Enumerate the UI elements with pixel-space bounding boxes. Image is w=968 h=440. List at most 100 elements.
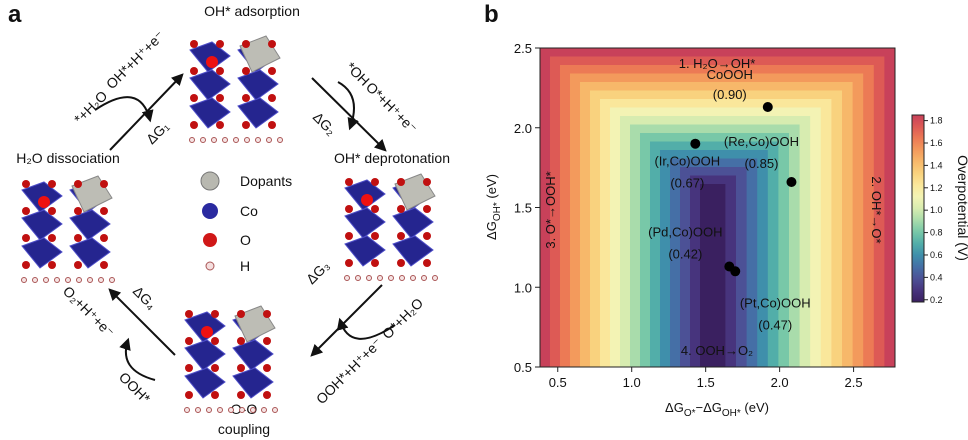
o-atom <box>268 94 276 102</box>
h-atom <box>44 278 49 283</box>
o-atom <box>190 121 198 129</box>
y-tick-label: 1.0 <box>514 280 532 295</box>
o-atom <box>345 205 353 213</box>
point-value-label: (0.90) <box>713 87 747 102</box>
colorbar-label: Overpotential (V) <box>955 155 968 261</box>
o-atom <box>22 261 30 269</box>
h-atom <box>251 408 256 413</box>
x-tick-label: 2.5 <box>845 375 863 390</box>
dopant-site <box>38 196 50 208</box>
data-point <box>786 177 796 187</box>
legend-atom <box>202 203 218 219</box>
o-atom <box>216 67 224 75</box>
o-atom <box>242 121 250 129</box>
h-atom <box>77 278 82 283</box>
crystal <box>345 174 438 281</box>
figure: a OH* adsorption H₂O dissociation OH* de… <box>0 0 968 440</box>
colorbar-tick-label: 0.8 <box>930 228 943 238</box>
o-atom <box>100 180 108 188</box>
y-tick-label: 2.5 <box>514 41 532 56</box>
o-atom <box>268 121 276 129</box>
o-atom <box>190 67 198 75</box>
step-label: H₂O dissociation <box>16 150 119 166</box>
map-band <box>700 184 725 367</box>
h-atom <box>196 408 201 413</box>
point-value-label: (0.47) <box>758 317 792 332</box>
o-atom <box>397 205 405 213</box>
point-label: CoOOH <box>707 67 753 82</box>
h-atom <box>433 276 438 281</box>
o-atom <box>423 205 431 213</box>
o-atom <box>185 364 193 372</box>
o-atom <box>22 234 30 242</box>
x-tick-label: 2.0 <box>771 375 789 390</box>
o-atom <box>263 337 271 345</box>
reaction-text: OH*+H⁺+e⁻ <box>103 27 168 92</box>
h-atom <box>356 276 361 281</box>
o-atom <box>268 40 276 48</box>
h-atom <box>345 276 350 281</box>
h-atom <box>185 408 190 413</box>
step-label: OH* adsorption <box>204 3 300 19</box>
colorbar-tick-label: 1.4 <box>930 160 943 170</box>
data-point <box>690 139 700 149</box>
legend-atom <box>201 172 219 190</box>
o-atom <box>48 234 56 242</box>
delta-g: ΔG₂ <box>310 109 339 138</box>
h-atom <box>229 408 234 413</box>
point-label: (Pt,Co)OOH <box>740 295 811 310</box>
delta-g: ΔG₄ <box>130 283 160 313</box>
h-atom <box>256 138 261 143</box>
o-atom <box>190 40 198 48</box>
colorbar-tick-label: 1.6 <box>930 138 943 148</box>
dopant-site <box>206 56 218 68</box>
colorbar-tick-label: 1.0 <box>930 205 943 215</box>
legend-label: Dopants <box>240 173 292 189</box>
o-atom <box>48 207 56 215</box>
crystal <box>22 176 115 283</box>
o-atom <box>345 232 353 240</box>
h-atom <box>207 408 212 413</box>
h-atom <box>267 138 272 143</box>
o-atom <box>242 40 250 48</box>
h-atom <box>389 276 394 281</box>
region-annotation: 2. OH*→O* <box>869 176 884 243</box>
o-atom <box>211 391 219 399</box>
h-atom <box>262 408 267 413</box>
o-atom <box>216 40 224 48</box>
o-atom <box>237 310 245 318</box>
o-atom <box>185 337 193 345</box>
h-atom <box>66 278 71 283</box>
o-atom <box>185 310 193 318</box>
o-atom <box>74 261 82 269</box>
o-atom <box>371 178 379 186</box>
step-label: coupling <box>218 421 270 437</box>
o-atom <box>268 67 276 75</box>
o-atom <box>242 94 250 102</box>
reaction-text: OOH*+H⁺+e⁻ <box>313 335 385 407</box>
h-atom <box>273 408 278 413</box>
region-annotation: 3. O*→OOH* <box>543 171 558 248</box>
h-atom <box>212 138 217 143</box>
reaction-text: OOH* <box>116 369 154 407</box>
h-atom <box>110 278 115 283</box>
o-atom <box>22 207 30 215</box>
panel-label: a <box>8 1 22 28</box>
o-atom <box>211 337 219 345</box>
point-value-label: (0.67) <box>670 176 704 191</box>
delta-g: ΔG₃ <box>303 257 333 287</box>
o-atom <box>48 261 56 269</box>
o-atom <box>397 178 405 186</box>
step-label: OH* deprotonation <box>334 150 450 166</box>
h-atom <box>367 276 372 281</box>
delta-g: ΔG₁ <box>143 118 172 147</box>
dopant-site <box>361 194 373 206</box>
colorbar-tick-label: 1.8 <box>930 116 943 126</box>
o-atom <box>190 94 198 102</box>
crystal <box>185 306 278 413</box>
o-atom <box>185 391 193 399</box>
point-label: (Re,Co)OOH <box>724 134 799 149</box>
h-atom <box>400 276 405 281</box>
point-value-label: (0.42) <box>668 247 702 262</box>
o-atom <box>263 391 271 399</box>
